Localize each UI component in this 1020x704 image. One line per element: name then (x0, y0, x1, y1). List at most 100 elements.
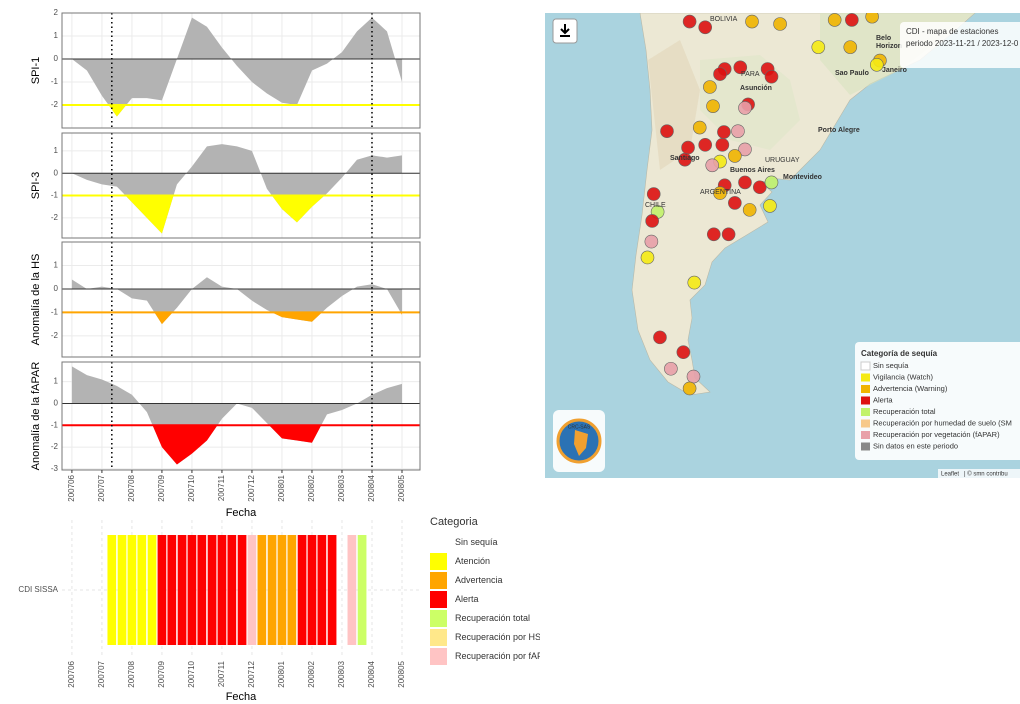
place-label: Buenos Aires (730, 167, 775, 174)
station (731, 125, 744, 138)
x-tick-label: 200708 (127, 660, 136, 687)
y-tick-label: -1 (51, 308, 59, 317)
station (753, 181, 766, 194)
map-title: CDI - mapa de estaciones (906, 27, 999, 36)
category-bar (328, 535, 337, 645)
x-tick-label: 200804 (367, 474, 376, 501)
legend-label: Advertencia (455, 575, 503, 585)
station (647, 188, 660, 201)
y-tick-label: -2 (51, 442, 59, 451)
station (699, 138, 712, 151)
category-bar (107, 535, 116, 645)
legend-title: Categoría de sequía (861, 349, 938, 358)
x-tick-label: 200712 (247, 474, 256, 501)
y-tick-label: 0 (54, 284, 59, 293)
x-tick-label: 200709 (157, 474, 166, 501)
y-tick-label: 1 (54, 31, 59, 40)
x-axis-label: Fecha (226, 507, 257, 519)
place-label: Asunción (740, 85, 772, 92)
station (828, 13, 841, 26)
station (641, 251, 654, 264)
attribution: Leaflet | © smn contribu (938, 469, 1020, 478)
station (728, 196, 741, 209)
legend-label: Recuperación por fAPAR (455, 651, 540, 661)
y-tick-label: 0 (54, 399, 59, 408)
place-label: BOLIVIA (710, 16, 738, 23)
x-tick-label: 200805 (397, 660, 406, 687)
y-tick-label: CDI SISSA (18, 585, 58, 594)
legend-swatch (861, 431, 870, 439)
legend-label: Sin sequía (873, 361, 909, 370)
x-tick-label: 200707 (97, 660, 106, 687)
y-tick-label: -1 (51, 191, 59, 200)
category-bar (227, 535, 236, 645)
legend-swatch (430, 534, 447, 551)
category-bar (137, 535, 146, 645)
x-tick-label: 200710 (187, 660, 196, 687)
station (765, 70, 778, 83)
place-label: Belo (876, 35, 891, 42)
place-label: Sao Paulo (835, 70, 869, 77)
place-label: PARA (741, 71, 760, 78)
panel-bg (62, 362, 420, 470)
map-legend: Categoría de sequía Sin sequía Vigilancia… (855, 342, 1020, 460)
category-bar (218, 535, 227, 645)
station (763, 199, 776, 212)
y-tick-label: 0 (54, 54, 59, 63)
station (664, 362, 677, 375)
station (693, 121, 706, 134)
legend-label: Recuperación total (873, 407, 936, 416)
y-axis-label: SPI-3 (30, 172, 42, 200)
category-bar (208, 535, 217, 645)
y-tick-label: 1 (54, 261, 59, 270)
legend-label: Alerta (873, 395, 893, 404)
x-tick-label: 200802 (307, 474, 316, 501)
y-axis-label: Anomalía de la HS (30, 254, 42, 346)
download-button[interactable] (553, 19, 577, 43)
station (688, 276, 701, 289)
station (682, 141, 695, 154)
station (765, 176, 778, 189)
category-bar (288, 535, 297, 645)
legend-label: Sin sequía (455, 537, 498, 547)
x-tick-label: 200803 (337, 474, 346, 501)
station (716, 138, 729, 151)
legend-swatch (861, 385, 870, 393)
category-bar (128, 535, 137, 645)
station (683, 382, 696, 395)
panel-bg (62, 242, 420, 357)
y-tick-label: -2 (51, 100, 59, 109)
category-bar (178, 535, 187, 645)
legend-label: Advertencia (Warning) (873, 384, 948, 393)
place-label: Santiago (670, 155, 700, 162)
category-bar (248, 535, 257, 645)
category-bar (118, 535, 127, 645)
y-tick-label: -1 (51, 77, 59, 86)
station (743, 203, 756, 216)
legend-swatch (861, 420, 870, 428)
y-tick-label: -3 (51, 464, 59, 473)
legend-label: Recuperación por humedad de suelo (SM (873, 418, 1012, 427)
station (714, 68, 727, 81)
station (722, 228, 735, 241)
charts: -2-1012SPI-1-2-101SPI-3-2-101Anomalía de… (0, 0, 540, 704)
x-tick-label: 200801 (277, 474, 286, 501)
y-tick-label: 2 (54, 8, 59, 17)
attribution-link[interactable]: Leaflet (941, 472, 959, 478)
place-label: ARGENTINA (700, 189, 741, 196)
x-tick-label: 200801 (277, 660, 286, 687)
station (687, 370, 700, 383)
station (738, 176, 751, 189)
legend-swatch (430, 648, 447, 665)
category-bar (348, 535, 357, 645)
legend-label: Vigilancia (Watch) (873, 372, 934, 381)
legend-label: Atención (455, 556, 490, 566)
category-bar (268, 535, 277, 645)
y-tick-label: -1 (51, 420, 59, 429)
page: {"chart_data": [ {"type": "area", "y_lab… (0, 0, 1020, 704)
legend-swatch (430, 553, 447, 570)
category-bar (318, 535, 327, 645)
logo-text: CRC-SAS (568, 424, 591, 430)
legend-swatch (861, 408, 870, 416)
legend-swatch (430, 591, 447, 608)
